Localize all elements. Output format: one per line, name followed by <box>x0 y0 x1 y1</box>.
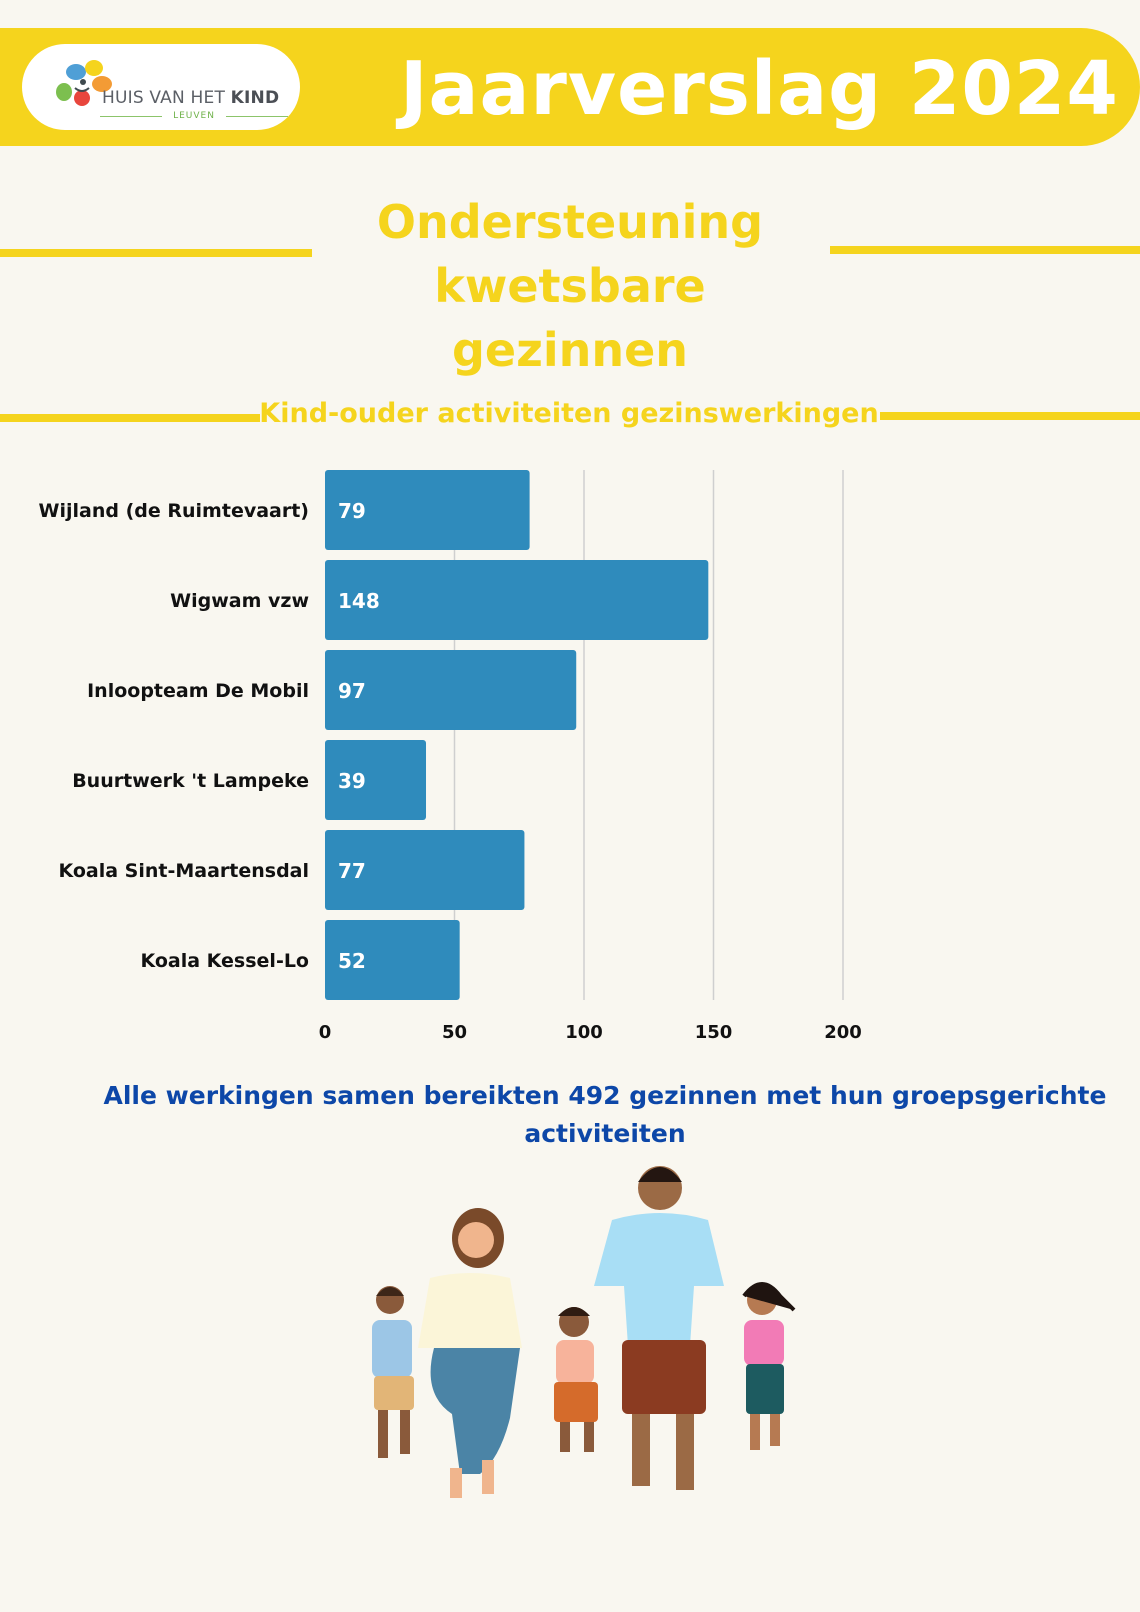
category-label: Buurtwerk 't Lampeke <box>72 770 309 792</box>
data-label: 77 <box>338 859 366 883</box>
x-tick-label: 200 <box>824 1022 862 1043</box>
family-illustration <box>372 1166 796 1498</box>
chart-title-rule-left <box>0 414 260 422</box>
bar <box>325 470 530 550</box>
category-label: Koala Sint-Maartensdal <box>58 860 309 882</box>
category-label: Inloopteam De Mobil <box>87 680 309 702</box>
data-label: 79 <box>338 499 366 523</box>
bar <box>325 560 709 640</box>
data-label: 52 <box>338 949 366 973</box>
x-tick-label: 0 <box>319 1022 332 1043</box>
data-label: 148 <box>338 589 380 613</box>
bar <box>325 830 525 910</box>
data-label: 97 <box>338 679 366 703</box>
category-label: Koala Kessel-Lo <box>140 950 309 972</box>
section-heading: Ondersteuning kwetsbare gezinnen <box>376 195 764 377</box>
data-label: 39 <box>338 769 366 793</box>
x-tick-label: 150 <box>695 1022 733 1043</box>
logo-text: HUIS VAN HET KIND <box>102 88 280 108</box>
category-label: Wijland (de Ruimtevaart) <box>39 500 309 522</box>
x-tick-label: 100 <box>565 1022 603 1043</box>
bar <box>325 650 577 730</box>
header-banner: HUIS VAN HET KIND LEUVEN Jaarverslag 202… <box>0 28 1140 146</box>
category-label: Wigwam vzw <box>170 590 309 612</box>
bar <box>325 740 427 820</box>
report-title: Jaarverslag 2024 <box>400 46 1119 132</box>
heading-rule-right <box>830 246 1140 254</box>
logo: HUIS VAN HET KIND LEUVEN <box>22 44 300 130</box>
chart-title-rule-right <box>880 412 1140 420</box>
chart-title: Kind-ouder activiteiten gezinswerkingen <box>259 398 879 429</box>
heading-rule-left <box>0 249 312 257</box>
flower-logo-icon <box>56 60 112 106</box>
logo-subtext: LEUVEN <box>100 111 288 121</box>
bar <box>325 920 460 1000</box>
x-tick-label: 50 <box>442 1022 467 1043</box>
summary-text: Alle werkingen samen bereikten 492 gezin… <box>103 1081 1107 1148</box>
bar-chart: 0 50 100 150 200 Wijland (de Ruimtevaart) 79 Wi… <box>39 470 862 1043</box>
